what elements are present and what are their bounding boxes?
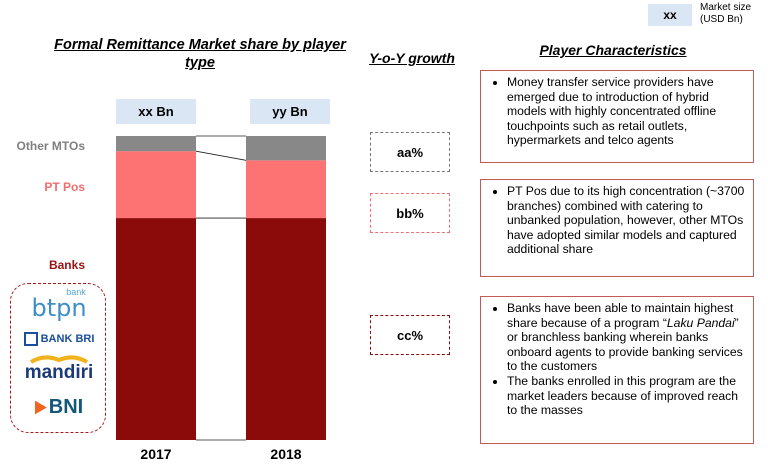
- legend-text: Market size (USD Bn): [700, 2, 752, 25]
- chart-title: Formal Remittance Market share by player…: [54, 37, 346, 71]
- bar-2017-other-mtos: [116, 136, 196, 152]
- bar-2018-pt-pos: [246, 160, 326, 219]
- mandiri-logo: mandiri: [11, 352, 107, 382]
- bar-2017-pt-pos: [116, 151, 196, 219]
- yoy-pt-pos: bb%: [370, 193, 450, 233]
- bni-logo: BNI: [11, 396, 107, 419]
- year-2017: 2017: [140, 446, 172, 462]
- total-2017: xx Bn: [116, 99, 196, 124]
- label-banks: Banks: [48, 258, 85, 272]
- char-bullet: Banks have been able to maintain highest…: [507, 301, 747, 374]
- char-bullet: PT Pos due to its high concentration (~3…: [507, 184, 747, 257]
- char-bullet: The banks enrolled in this program are t…: [507, 374, 747, 418]
- bar-2017-banks: [116, 218, 196, 440]
- bank-logos-group: bank btpn BANK BRI mandiri BNI: [10, 283, 106, 433]
- bar-2018-banks: [246, 218, 326, 440]
- connector-line: [195, 150, 247, 161]
- label-other-mtos: Other MTOs: [16, 139, 85, 153]
- label-pt-pos: PT Pos: [44, 180, 85, 194]
- yoy-other-mtos: aa%: [370, 132, 450, 172]
- char-box-other-mtos: Money transfer service providers have em…: [480, 70, 754, 163]
- btpn-logo: bank btpn: [31, 287, 87, 322]
- year-2018: 2018: [270, 446, 302, 462]
- total-2018: yy Bn: [250, 99, 330, 124]
- bank-bri-logo: BANK BRI: [11, 330, 107, 348]
- char-box-pt-pos: PT Pos due to its high concentration (~3…: [480, 179, 754, 277]
- player-title: Player Characteristics: [539, 42, 687, 58]
- bar-2018-other-mtos: [246, 136, 326, 161]
- yoy-title: Y-o-Y growth: [369, 50, 455, 66]
- char-box-banks: Banks have been able to maintain highest…: [480, 296, 754, 444]
- legend-swatch: xx: [648, 4, 692, 26]
- yoy-banks: cc%: [370, 315, 450, 355]
- char-bullet: Money transfer service providers have em…: [507, 75, 747, 148]
